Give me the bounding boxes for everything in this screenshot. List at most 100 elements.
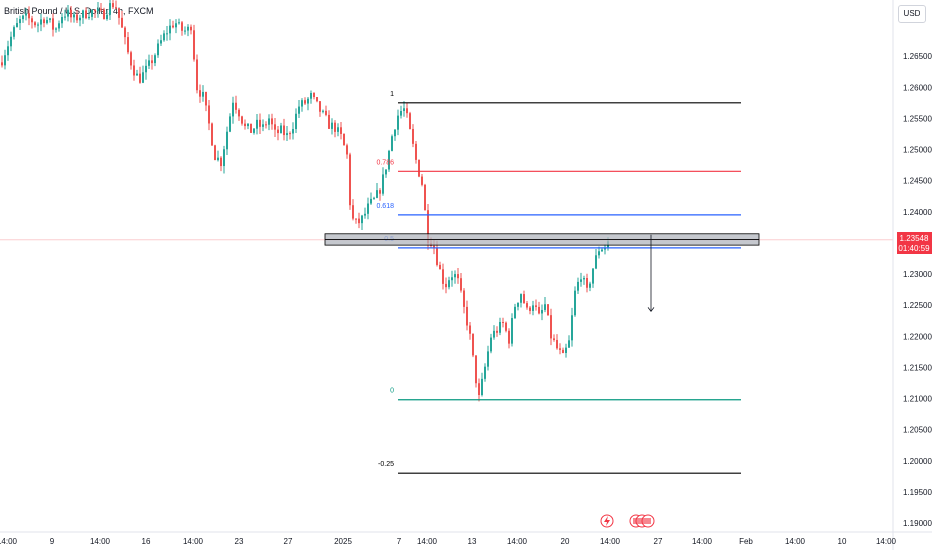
- fib-level[interactable]: 1: [390, 91, 741, 104]
- projection-arrow[interactable]: [647, 234, 655, 313]
- time-tick-label: 23: [235, 537, 244, 546]
- candle: [97, 2, 99, 18]
- candle: [313, 92, 315, 100]
- candle: [535, 299, 537, 311]
- candle: [61, 13, 63, 28]
- time-tick-label: 14:00: [0, 537, 18, 546]
- candle: [91, 8, 93, 21]
- time-tick-label: 2025: [334, 537, 352, 546]
- fib-level-label: 0.618: [376, 203, 394, 210]
- candle: [580, 272, 582, 287]
- candle: [331, 118, 333, 135]
- candle: [298, 100, 300, 118]
- price-tick-label: 1.21500: [903, 363, 932, 372]
- candle: [115, 0, 117, 10]
- candle: [148, 54, 150, 69]
- candle: [370, 192, 372, 205]
- candle: [283, 118, 285, 141]
- candle: [289, 131, 291, 140]
- candle: [361, 214, 363, 231]
- candle: [418, 159, 420, 178]
- time-tick-label: 7: [397, 537, 402, 546]
- candle: [565, 343, 567, 358]
- candle: [16, 17, 18, 28]
- candle: [232, 96, 234, 124]
- candle: [394, 129, 396, 141]
- candle: [139, 66, 141, 84]
- candle: [184, 26, 186, 35]
- candle: [175, 19, 177, 34]
- candle: [334, 120, 336, 138]
- price-tick-label: 1.25500: [903, 114, 932, 123]
- candle: [151, 54, 153, 70]
- candle: [484, 363, 486, 382]
- price-tick-label: 1.24000: [903, 208, 932, 217]
- fib-level[interactable]: -0.25: [378, 461, 741, 474]
- economic-events-icon[interactable]: [629, 514, 655, 528]
- candle: [187, 24, 189, 37]
- candle: [163, 30, 165, 42]
- candle: [325, 105, 327, 117]
- candle: [346, 143, 348, 159]
- candle: [109, 0, 111, 20]
- candle: [595, 249, 597, 270]
- candle: [340, 122, 342, 140]
- price-tick-label: 1.22000: [903, 332, 932, 341]
- candle: [67, 4, 69, 22]
- currency-button[interactable]: USD: [898, 5, 926, 23]
- fib-level-label: 0: [390, 388, 394, 395]
- candle: [364, 207, 366, 219]
- candle: [604, 244, 606, 255]
- fib-level[interactable]: 0.786: [376, 159, 741, 172]
- candle: [103, 7, 105, 20]
- candle: [397, 109, 399, 136]
- candle: [280, 122, 282, 134]
- candle: [415, 140, 417, 164]
- current-price-label: 1.23548 01:40:59: [897, 232, 932, 254]
- time-tick-label: 14:00: [417, 537, 438, 546]
- price-tick-label: 1.25000: [903, 146, 932, 155]
- candle: [421, 173, 423, 187]
- resistance-zone[interactable]: [324, 233, 760, 246]
- candle: [262, 119, 264, 132]
- candle: [13, 25, 15, 40]
- candle: [574, 286, 576, 317]
- candle: [568, 335, 570, 348]
- candle: [328, 110, 330, 130]
- candle: [481, 372, 483, 397]
- candle: [337, 123, 339, 137]
- event-markers: [600, 514, 655, 528]
- symbol-title: British Pound / U.S. Dollar, 4h, FXCM: [4, 6, 154, 16]
- candle: [4, 49, 6, 70]
- candle: [583, 275, 585, 285]
- candle: [55, 27, 57, 33]
- candle: [190, 24, 192, 35]
- candle: [145, 59, 147, 80]
- candle: [211, 122, 213, 146]
- price-tick-label: 1.21000: [903, 395, 932, 404]
- candle: [136, 69, 138, 76]
- candle: [523, 290, 525, 304]
- flash-event-icon[interactable]: [600, 514, 614, 528]
- candle: [409, 111, 411, 130]
- fib-level[interactable]: 0: [390, 388, 741, 401]
- candle: [22, 14, 24, 23]
- candle: [19, 15, 21, 30]
- candle: [220, 156, 222, 172]
- candle: [589, 281, 591, 292]
- candles-layer: [0, 0, 893, 402]
- candle: [106, 10, 108, 21]
- candle: [526, 301, 528, 310]
- fib-level[interactable]: 0.618: [376, 203, 741, 216]
- candle: [250, 123, 252, 133]
- candle: [496, 326, 498, 337]
- price-axis: 1.26500 1.26000 1.25500 1.25000 1.24500 1.240…: [892, 0, 932, 550]
- candle: [274, 117, 276, 138]
- candle: [25, 8, 27, 21]
- candle: [448, 276, 450, 290]
- time-tick-label: 13: [468, 537, 477, 546]
- candle: [76, 10, 78, 23]
- candle: [553, 334, 555, 342]
- candle: [244, 119, 246, 130]
